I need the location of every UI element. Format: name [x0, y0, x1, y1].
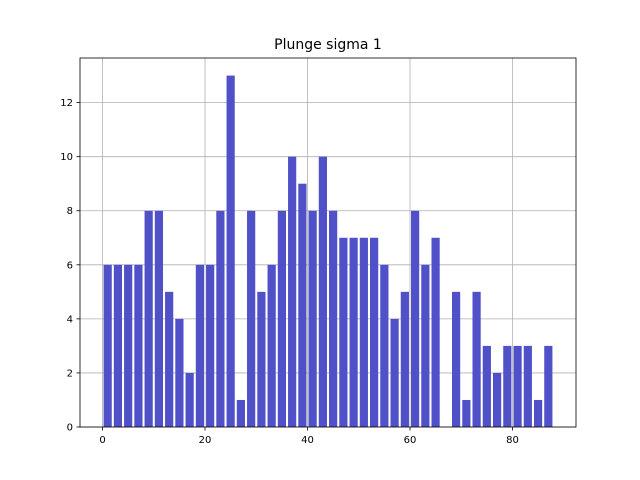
- ticks-layer: 0 20 40 60 80 0 2 4 6 8 10 12: [60, 98, 519, 446]
- histogram-bar: [503, 345, 512, 427]
- histogram-bar: [113, 264, 123, 427]
- histogram-bar: [431, 237, 440, 427]
- y-tick-label: 8: [67, 206, 73, 217]
- histogram-bar: [544, 345, 553, 427]
- x-tick-label: 60: [404, 435, 417, 446]
- histogram-bar: [523, 345, 532, 427]
- y-tick-label: 10: [60, 152, 73, 163]
- histogram-bar: [175, 318, 184, 427]
- histogram-bar: [339, 237, 348, 427]
- axes-layer: [79, 57, 577, 428]
- histogram-bar: [154, 210, 164, 427]
- histogram-bar: [462, 399, 471, 427]
- histogram-bar: [206, 264, 215, 427]
- histogram-bar: [298, 183, 307, 427]
- histogram-bar: [236, 399, 245, 427]
- histogram-bar: [533, 399, 543, 427]
- y-tick-label: 0: [67, 423, 73, 434]
- x-tick-label: 20: [199, 435, 212, 446]
- histogram-bar: [411, 210, 420, 427]
- histogram-bar: [267, 264, 276, 427]
- axes-frame: [79, 57, 577, 428]
- histogram-bar: [144, 210, 153, 427]
- histogram-bar: [349, 237, 358, 427]
- histogram-bar: [318, 156, 327, 427]
- histogram-bar: [277, 210, 286, 427]
- histogram-bar: [195, 264, 204, 427]
- y-tick-label: 12: [60, 98, 73, 109]
- y-tick-label: 2: [67, 368, 73, 379]
- histogram-bar: [370, 237, 379, 427]
- histogram-bar: [359, 237, 368, 427]
- histogram-bar: [421, 264, 430, 427]
- histogram-bar: [216, 210, 225, 427]
- histogram-bar: [472, 291, 481, 427]
- histogram-bar: [257, 291, 266, 427]
- x-tick-label: 0: [99, 435, 105, 446]
- histogram-bar: [513, 345, 522, 427]
- histogram-bar: [390, 318, 399, 427]
- histogram-bar: [329, 210, 338, 427]
- chart-title: Plunge sigma 1: [274, 37, 382, 53]
- histogram-bar: [308, 210, 317, 427]
- x-tick-label: 40: [301, 435, 314, 446]
- y-tick-label: 4: [67, 314, 73, 325]
- histogram-bar: [452, 291, 461, 427]
- histogram-bar: [482, 345, 491, 427]
- histogram-bar: [165, 291, 174, 427]
- histogram-bar: [124, 264, 133, 427]
- bars-layer: [103, 75, 553, 428]
- histogram-bar: [103, 264, 112, 427]
- x-tick-label: 80: [506, 435, 519, 446]
- histogram-bar: [400, 291, 409, 427]
- histogram-bar: [288, 156, 297, 427]
- histogram-bar: [185, 372, 194, 427]
- y-tick-label: 6: [67, 260, 73, 271]
- histogram-bar: [492, 372, 502, 427]
- histogram-bar: [226, 75, 235, 428]
- histogram-bar: [247, 210, 256, 427]
- histogram-bar: [380, 264, 389, 427]
- histogram-bar: [134, 264, 143, 427]
